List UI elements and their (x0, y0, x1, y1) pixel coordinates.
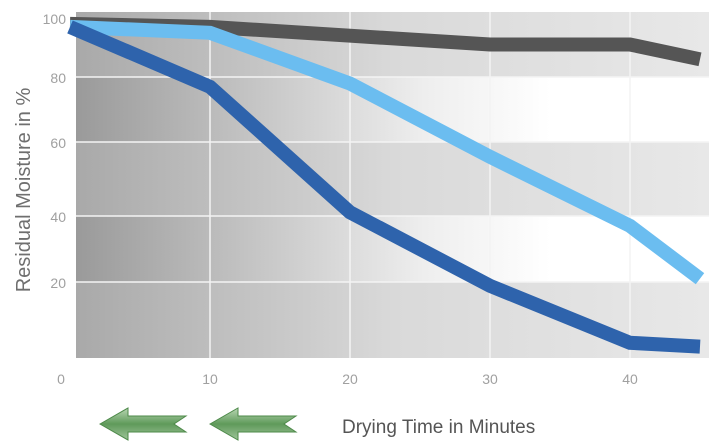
y-tick-label: 40 (50, 209, 66, 225)
series-line-2 (69, 19, 705, 285)
green-left-arrow-icon (208, 407, 298, 441)
series-line-3 (67, 20, 701, 354)
grid-lines (76, 12, 709, 358)
x-axis-label: Drying Time in Minutes (342, 417, 535, 438)
x-tick-label: 20 (342, 371, 358, 387)
x-tick-label: 40 (622, 371, 638, 387)
x-tick-label: 30 (482, 371, 498, 387)
x-tick-label: 0 (57, 371, 65, 387)
y-tick-label: 60 (50, 135, 66, 151)
plot-band (76, 216, 709, 282)
series-lines (67, 16, 705, 354)
green-left-arrow-icon (98, 407, 188, 441)
y-tick-labels: 20 40 60 80 100 (43, 11, 67, 291)
x-tick-label: 10 (202, 371, 218, 387)
y-tick-label: 20 (50, 275, 66, 291)
y-axis-label: Residual Moisture in % (13, 88, 35, 293)
y-tick-label: 80 (50, 70, 66, 86)
y-tick-label: 100 (43, 11, 67, 27)
x-tick-labels: 0 10 20 30 40 (57, 371, 638, 387)
